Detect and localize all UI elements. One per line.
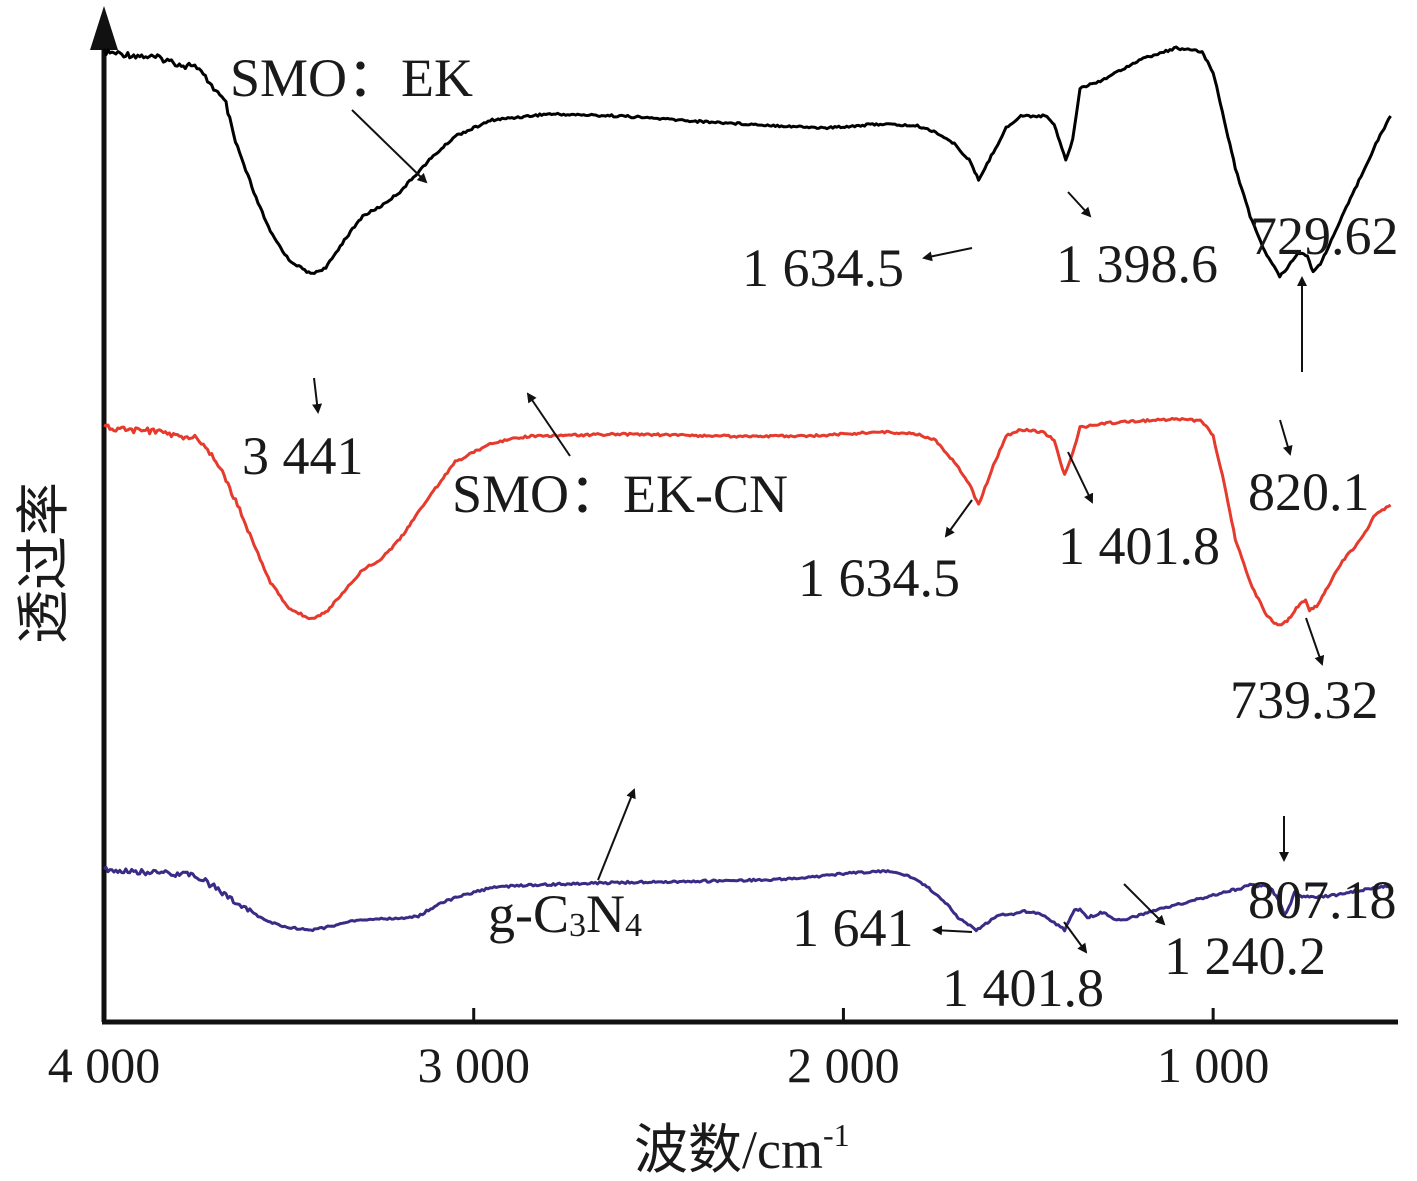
series-label-smo-ek: SMO：EK	[230, 48, 473, 108]
annotation-arrow	[1305, 617, 1325, 666]
y-axis-title: 透过率	[14, 482, 74, 644]
annot-cn-1634: 1 634.5	[798, 548, 960, 608]
annotation-arrow	[1063, 921, 1088, 954]
annot-ek-3441: 3 441	[242, 426, 364, 486]
annotation-arrow	[922, 247, 973, 262]
annotation-arrow	[1123, 883, 1166, 926]
axes	[90, 6, 1398, 1025]
annotation-arrow	[944, 499, 973, 538]
gcn-main: g-C	[488, 884, 569, 944]
annotation-arrow	[312, 377, 323, 414]
annot-gcn-1401: 1 401.8	[942, 958, 1104, 1018]
series-line-1	[103, 416, 1392, 627]
series-label-smo-ek-cn: SMO：EK-CN	[452, 464, 788, 524]
y-axis-arrow	[90, 6, 118, 50]
annotation-arrow	[597, 788, 636, 881]
annot-gcn-807: 807.18	[1248, 870, 1397, 930]
annot-gcn-1240: 1 240.2	[1164, 926, 1326, 986]
annot-cn-1401: 1 401.8	[1058, 516, 1220, 576]
series-labels: SMO：EK SMO：EK-CN g-C3N4	[230, 48, 788, 944]
series-line-2	[103, 865, 1392, 933]
peak-annotations: 3 441 1 634.5 1 398.6 729.62 820.1 1 634…	[242, 206, 1399, 1018]
x-tick-label: 3 000	[417, 1037, 530, 1093]
gcn-sub1: 3	[569, 907, 586, 944]
series-label-gcn: g-C3N4	[488, 884, 642, 944]
gcn-sub2: 4	[625, 907, 642, 944]
annotation-arrow	[1067, 191, 1092, 218]
gcn-mid: N	[586, 884, 625, 944]
x-ticks: 4 000 3 000 2 000 1 000	[48, 1008, 1270, 1093]
annotation-arrow	[351, 109, 428, 184]
annotation-arrow	[526, 392, 571, 457]
series-line-0	[102, 45, 1392, 279]
series-layer	[102, 45, 1392, 933]
x-tick-label: 1 000	[1157, 1037, 1270, 1093]
annotation-arrow	[1279, 419, 1293, 456]
x-tick-label: 4 000	[48, 1037, 161, 1093]
annot-gcn-1641: 1 641	[792, 898, 914, 958]
x-axis-title: 波数/cm-1	[634, 1117, 850, 1180]
x-tick-label: 2 000	[787, 1037, 900, 1093]
annot-ek-729: 729.62	[1250, 206, 1399, 266]
annotation-arrow	[932, 925, 973, 936]
x-axis-title-sup: -1	[823, 1117, 850, 1153]
annotation-arrows	[312, 109, 1325, 954]
x-axis-title-main: 波数/cm	[634, 1120, 823, 1180]
annot-cn-739: 739.32	[1230, 670, 1379, 730]
annotation-arrow	[1067, 451, 1094, 504]
annot-ek-1634: 1 634.5	[742, 238, 904, 298]
annot-ek-1398: 1 398.6	[1056, 234, 1218, 294]
annot-ek-820: 820.1	[1248, 462, 1370, 522]
